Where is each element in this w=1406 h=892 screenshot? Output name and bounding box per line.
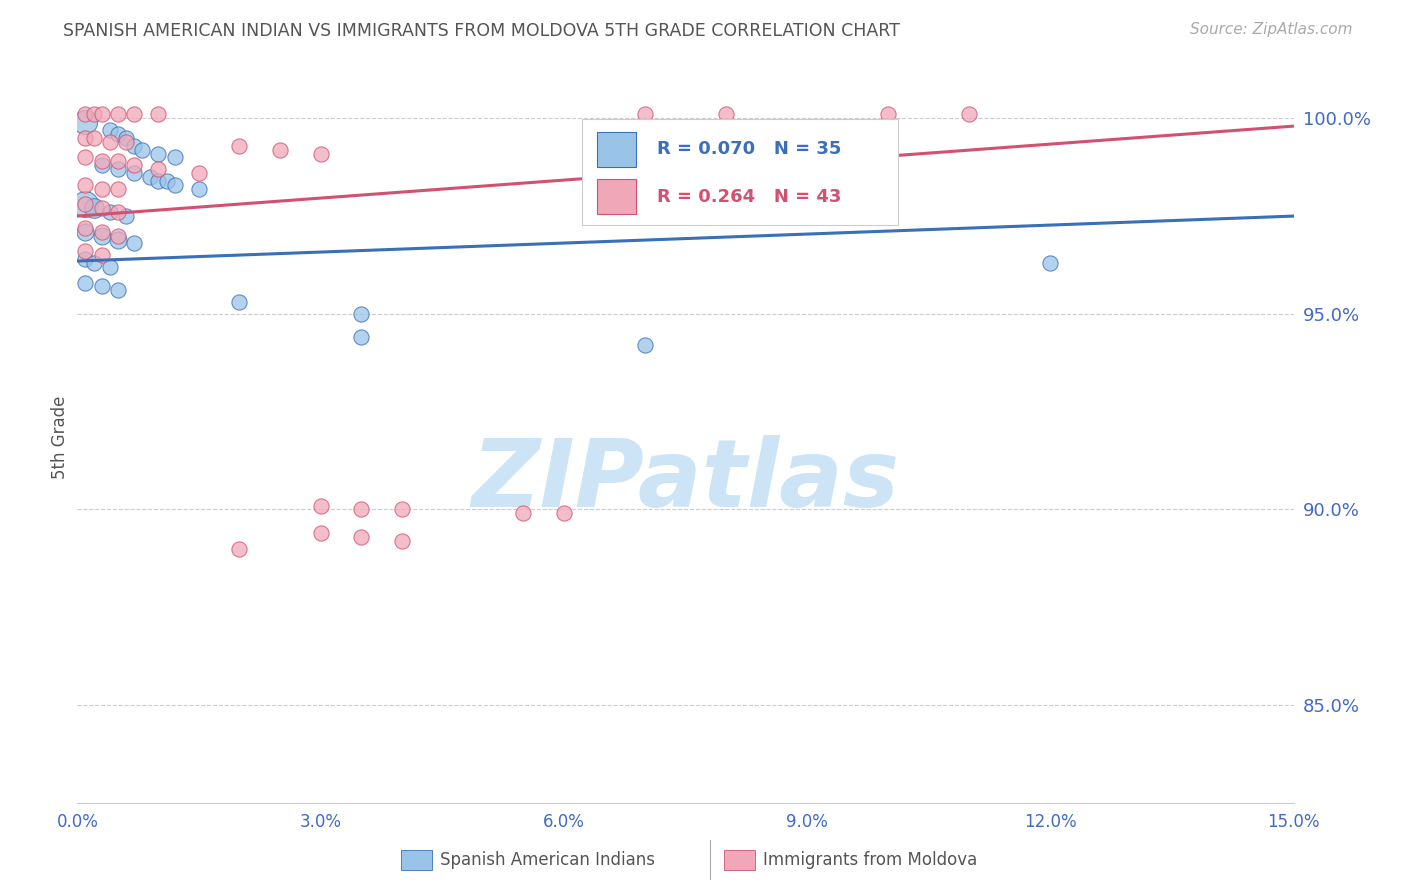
FancyBboxPatch shape [582, 119, 898, 225]
Point [122, 138, 145, 153]
Point [228, 541, 250, 556]
Point [75, 107, 97, 121]
Text: R = 0.070   N = 35: R = 0.070 N = 35 [658, 140, 842, 158]
Point [115, 209, 138, 223]
Point [188, 166, 211, 180]
Point [75, 150, 97, 164]
Point [107, 182, 129, 196]
Point [75, 131, 97, 145]
Point [957, 107, 980, 121]
Point [228, 138, 250, 153]
Point [1039, 256, 1062, 270]
Point [75, 244, 97, 259]
Point [83, 131, 105, 145]
Point [107, 107, 129, 121]
Point [122, 236, 145, 251]
Point [350, 307, 373, 321]
Point [714, 107, 737, 121]
Point [148, 146, 170, 161]
Point [163, 178, 186, 192]
Point [107, 127, 129, 141]
Point [107, 284, 129, 298]
Point [90, 225, 112, 239]
Point [148, 162, 170, 177]
Point [512, 507, 534, 521]
Point [309, 525, 332, 540]
Point [877, 107, 900, 121]
Point [75, 276, 97, 290]
Point [163, 150, 186, 164]
Point [391, 533, 413, 548]
Point [75, 115, 97, 129]
Point [98, 135, 121, 149]
FancyBboxPatch shape [596, 131, 636, 167]
Point [269, 143, 291, 157]
Point [350, 530, 373, 544]
Point [98, 123, 121, 137]
FancyBboxPatch shape [596, 179, 636, 214]
Point [350, 330, 373, 344]
Point [90, 228, 112, 243]
Point [391, 502, 413, 516]
Point [75, 220, 97, 235]
Point [90, 201, 112, 215]
Point [83, 201, 105, 215]
Point [107, 233, 129, 247]
Point [155, 174, 177, 188]
Point [148, 107, 170, 121]
Point [122, 158, 145, 172]
Point [148, 174, 170, 188]
Point [83, 256, 105, 270]
Point [139, 169, 162, 184]
Point [131, 143, 153, 157]
Text: R = 0.264   N = 43: R = 0.264 N = 43 [658, 188, 842, 206]
Point [122, 166, 145, 180]
Text: Spanish American Indians: Spanish American Indians [440, 851, 655, 869]
Point [90, 107, 112, 121]
Text: ZIPatlas: ZIPatlas [471, 435, 900, 527]
Point [115, 131, 138, 145]
Point [188, 182, 211, 196]
Point [309, 499, 332, 513]
Point [75, 197, 97, 211]
Point [75, 178, 97, 192]
Text: Immigrants from Moldova: Immigrants from Moldova [763, 851, 977, 869]
Point [75, 225, 97, 239]
Point [107, 162, 129, 177]
Point [107, 228, 129, 243]
Y-axis label: 5th Grade: 5th Grade [51, 395, 69, 479]
Text: SPANISH AMERICAN INDIAN VS IMMIGRANTS FROM MOLDOVA 5TH GRADE CORRELATION CHART: SPANISH AMERICAN INDIAN VS IMMIGRANTS FR… [63, 22, 900, 40]
Point [228, 295, 250, 310]
Point [115, 135, 138, 149]
Point [75, 252, 97, 266]
Point [90, 248, 112, 262]
Point [90, 158, 112, 172]
Point [107, 154, 129, 169]
Text: Source: ZipAtlas.com: Source: ZipAtlas.com [1189, 22, 1353, 37]
Point [90, 154, 112, 169]
Point [634, 338, 657, 352]
Point [83, 107, 105, 121]
Point [122, 107, 145, 121]
Point [350, 502, 373, 516]
Point [98, 260, 121, 274]
Point [553, 507, 575, 521]
Point [75, 197, 97, 211]
Point [98, 205, 121, 219]
Point [634, 107, 657, 121]
Point [90, 279, 112, 293]
Point [107, 205, 129, 219]
Point [90, 182, 112, 196]
Point [309, 146, 332, 161]
